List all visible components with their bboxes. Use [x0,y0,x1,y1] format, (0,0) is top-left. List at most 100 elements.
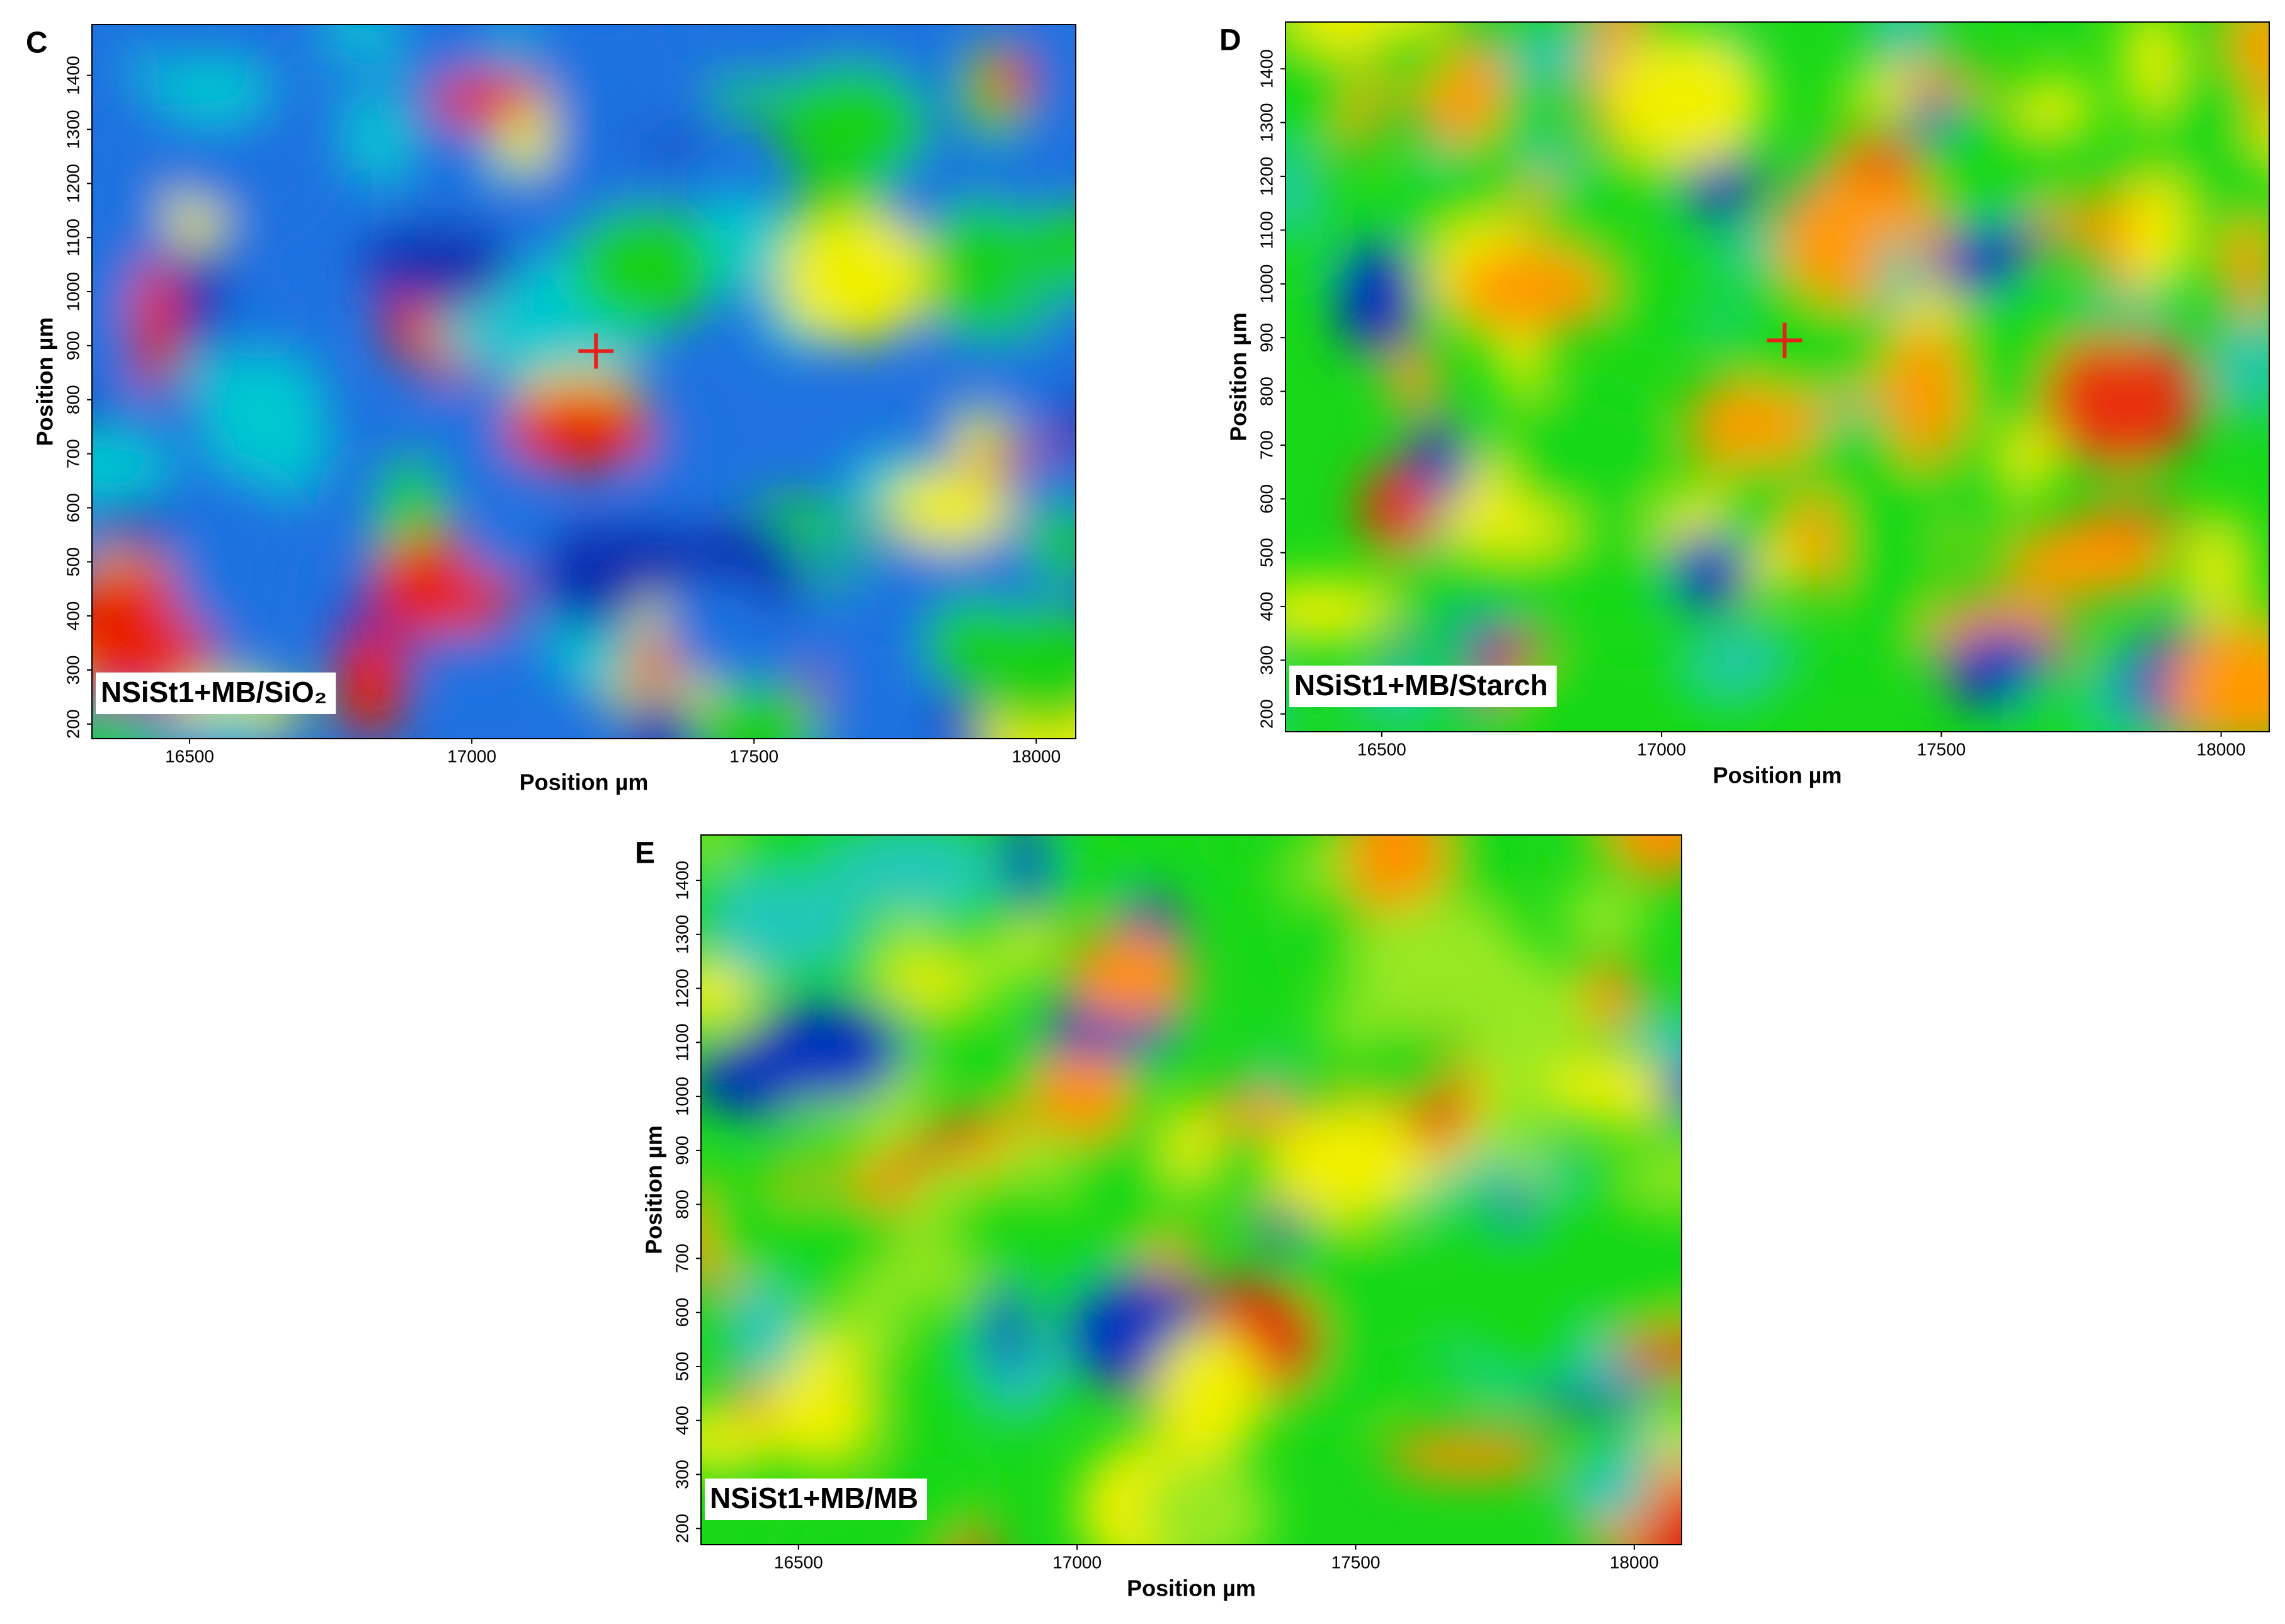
y-axis-label: Position µm [1226,312,1251,441]
heatmap-blob [538,523,651,632]
heatmap-blob [2014,79,2099,131]
annotation-box [705,1479,927,1520]
y-tick-label: 400 [1256,592,1276,622]
heatmap-blob [2004,525,2164,599]
y-tick-label: 1000 [672,1077,692,1116]
y-tick-label: 700 [672,1244,692,1273]
y-tick-label: 900 [1256,323,1276,353]
heatmap-blob [1559,1458,1651,1527]
heatmap-blob [157,472,294,579]
y-tick-label: 800 [672,1190,692,1219]
y-tick-label: 1000 [1256,264,1276,304]
heatmap-blob [1323,1023,1458,1106]
y-tick-label: 1100 [672,1023,692,1061]
heatmap-blob [814,625,932,739]
y-tick-label: 600 [63,493,83,523]
y-tick-label: 1400 [1256,49,1276,88]
y-tick-label: 1000 [63,272,83,311]
heatmap-blob [236,287,291,345]
heatmap-blob [984,50,1034,111]
heatmap-blob [2165,625,2269,732]
y-tick-label: 1300 [1256,103,1276,142]
heatmap-blob [818,699,889,739]
y-tick-label: 300 [672,1460,692,1489]
heatmap-blob [1382,1431,1556,1479]
y-tick-label: 200 [672,1514,692,1543]
y-axis-label: Position µm [32,317,58,446]
heatmap-blob [1607,31,1766,168]
heatmap-blob [1030,303,1076,392]
y-tick-label: 600 [1256,484,1276,514]
heatmap-blob [1851,540,1932,660]
heatmap-blob [776,65,928,189]
heatmap-blob [776,213,935,344]
heatmap-blob [1639,1493,1682,1545]
panel-label: D [1219,24,1241,57]
heatmap-blob [1659,1062,1682,1113]
y-tick-label: 500 [63,547,83,577]
plot-frame [1285,21,2270,732]
heatmap-blob [1285,37,1360,150]
y-axis-label: Position µm [641,1125,667,1254]
x-tick-label: 16500 [774,1552,823,1572]
heatmap-blob [416,631,525,675]
y-tick-label: 1400 [672,861,692,900]
y-tick-label: 1200 [63,164,83,203]
heatmap-blob [2042,328,2203,470]
heatmap-blob [1558,883,1650,946]
heatmap-blob [1154,1328,1265,1458]
y-tick-label: 1200 [672,968,692,1008]
heatmap-blob [506,386,654,473]
y-tick-label: 1300 [63,110,83,149]
heatmap-blob [1532,1257,1682,1335]
heatmap-blob [1656,531,1753,611]
heatmap-blob [2194,509,2238,637]
y-tick-label: 1200 [1256,157,1276,196]
panel-label: E [635,837,655,870]
heatmap-blob [1142,1456,1272,1545]
heatmap-blob [1580,958,1639,1030]
marker [1767,322,1803,358]
panel: 16500 17000 17500 18000 200 300 400 500 600 700 80… [1219,21,2270,788]
annotation: NSiSt1+MB/MB [710,1482,918,1514]
heatmap-blob [2102,297,2141,347]
heatmap-blob [870,963,994,1008]
y-tick-label: 900 [672,1136,692,1166]
heatmap-blob [1616,1150,1682,1201]
y-tick-label: 900 [63,331,83,361]
heatmap-blob [92,429,173,503]
heatmap-blob [334,629,407,736]
plot-frame [91,24,1076,739]
heatmap-blob [1503,399,1597,490]
heatmap-blob [1333,239,1421,356]
heatmap-blob [926,199,1027,340]
annotation-box [96,673,336,714]
heatmap-blob [722,1275,803,1384]
heatmap-blob [694,684,818,739]
annotation: NSiSt1+MB/Starch [1294,669,1548,701]
heatmap-blob [879,901,942,975]
x-tick-label: 17000 [1052,1552,1102,1572]
annotation-box [1289,666,1557,707]
heatmap-blob [1285,725,1327,732]
panel: 16500 17000 17500 18000 200 300 400 500 600 700 80… [635,834,1682,1601]
y-tick-label: 800 [1256,377,1276,406]
heatmap-blob [1030,501,1076,584]
heatmap-blob [1316,999,1386,1042]
heatmap-blob [2223,210,2269,323]
heatmap-blob [1542,1058,1682,1125]
heatmap-blob [2165,56,2260,159]
heatmap-blob [1388,344,1440,414]
heatmap-blob [461,520,533,579]
heatmap-blob [1690,620,1787,695]
heatmap-blob [1648,1365,1682,1431]
marker [578,333,614,369]
heatmap-blob [827,835,999,914]
y-tick-label: 400 [63,601,83,631]
heatmap-blob [1033,1048,1131,1139]
x-tick-label: 17500 [1917,739,1966,759]
heatmap-blob [818,531,860,577]
heatmap-blob [1717,453,1791,554]
heatmap-blob [1376,925,1444,1029]
